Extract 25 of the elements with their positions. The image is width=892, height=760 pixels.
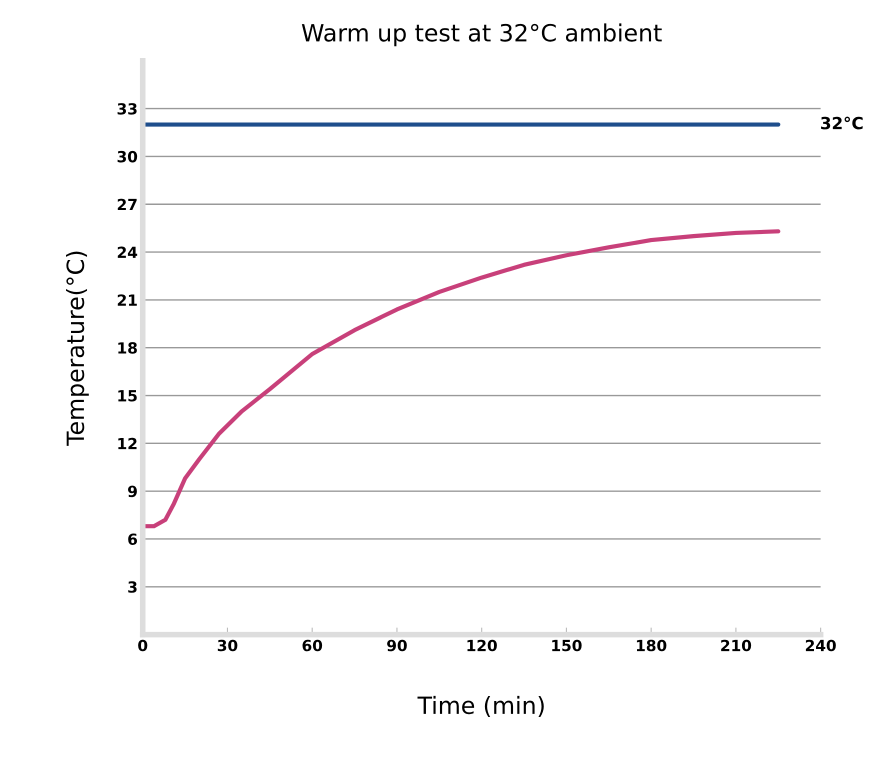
- text: 32°C: [821, 116, 863, 130]
- x-tick-label: 120: [467, 640, 497, 652]
- x-tick-label: 90: [387, 640, 407, 652]
- y-tick-label: 18: [118, 342, 137, 354]
- x-tick-label: 180: [636, 640, 666, 652]
- y-tick-label: 21: [118, 294, 137, 306]
- x-tick-label: 210: [721, 640, 752, 652]
- y-axis-title: Temperature(°C): [66, 252, 89, 446]
- y-tick-label: 27: [118, 198, 137, 210]
- x-axis-title: Time (min): [418, 696, 544, 717]
- y-tick-label: 9: [128, 486, 137, 498]
- y-tick-label: 15: [118, 390, 137, 402]
- y-tick-label: 12: [118, 438, 137, 450]
- x-tick-label: 60: [302, 640, 322, 652]
- y-tick-label: 3: [128, 581, 137, 593]
- x-tick-label: 150: [552, 640, 582, 652]
- x-tick-label: 0: [138, 640, 148, 652]
- x-tick-label: 30: [218, 640, 238, 652]
- y-tick-label: 6: [128, 533, 138, 545]
- chart-title: Warm up test at 32°C ambient: [302, 23, 662, 46]
- y-tick-label: 24: [118, 246, 138, 258]
- y-tick-label: 33: [118, 103, 137, 115]
- y-tick-label: 30: [118, 150, 138, 162]
- x-tick-label: 240: [806, 640, 836, 652]
- line-series: [142, 229, 780, 528]
